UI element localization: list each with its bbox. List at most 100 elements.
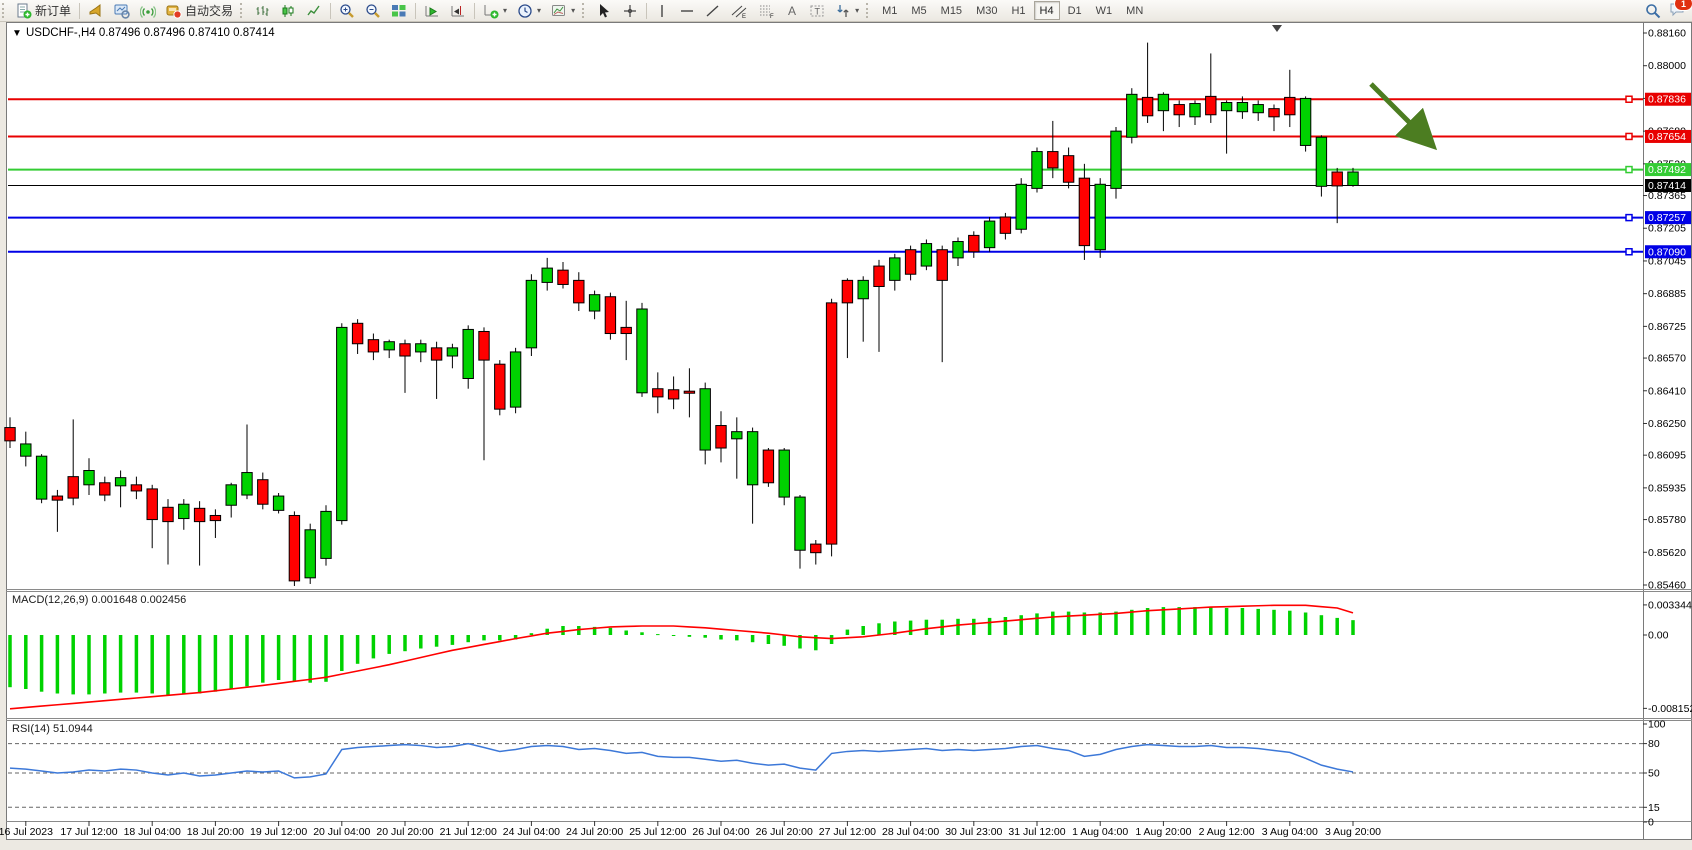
templates-button[interactable]: ▾ [546,0,580,21]
macd-histogram-bar [103,635,107,694]
candlestick-chart-button[interactable] [275,0,301,21]
tab-timeframe-h1[interactable]: H1 [1011,4,1026,17]
search-icon[interactable] [1645,3,1661,19]
line-handle[interactable] [1625,213,1633,222]
macd-histogram-bar [893,621,897,635]
dropdown-caret-icon: ▾ [571,6,576,15]
toolbar-drag-handle[interactable] [2,3,9,18]
line-handle[interactable] [1625,248,1633,256]
toolbar-drag-handle[interactable] [582,3,589,18]
candle [20,443,32,457]
price-tag [1645,163,1691,177]
price-tick-label: 0.85620 [1648,547,1686,559]
tab-timeframe-h4[interactable]: H4 [1033,1,1060,20]
zoom-out-button[interactable] [360,0,386,21]
arrow-annotation[interactable] [1369,82,1438,151]
market-watch-button[interactable] [109,0,135,21]
candle [620,326,632,335]
tab-timeframe-mn[interactable]: MN [1126,4,1144,17]
fibonacci-button[interactable]: F [753,0,780,21]
cursor-button[interactable] [591,0,617,21]
macd-histogram-bar [1193,607,1197,635]
price-tick-label: 0.87045 [1648,255,1686,267]
candle [1268,108,1280,118]
horizontal-line-button[interactable] [674,0,700,21]
line-handle[interactable] [1625,95,1633,103]
svg-text:F: F [770,14,774,19]
price-tick-label: 0.88160 [1648,28,1686,40]
candle [746,431,759,486]
candle [1236,102,1249,113]
new-order-button[interactable]: 新订单 [11,0,76,21]
auto-scroll-button[interactable] [419,0,445,21]
templates-icon [552,4,566,16]
candle [778,449,790,498]
macd-histogram-bar [1335,617,1339,635]
macd-histogram-bar [276,635,281,680]
vertical-line-button[interactable] [650,0,674,21]
candle [1315,136,1328,187]
price-tag-label: 0.87257 [1648,212,1686,224]
candle [825,302,838,545]
line-chart-button[interactable] [301,0,327,21]
macd-histogram-bar [814,635,818,651]
arrows-button[interactable]: ▾ [830,0,864,21]
candle [667,389,680,400]
trendline-button[interactable] [700,0,726,21]
chart-title: USDCHF-,H4 0.87496 0.87496 0.87410 0.874… [26,27,275,39]
tab-timeframe-w1[interactable]: W1 [1095,4,1113,17]
tab-timeframe-m1[interactable]: M1 [882,4,898,17]
candle [336,326,348,522]
macd-tick-label: -0.008152 [1648,703,1692,715]
crosshair-icon [624,4,637,17]
tab-timeframe-d1[interactable]: D1 [1067,4,1082,17]
main-toolbar: 新订单 自动交易 [0,0,1692,22]
macd-histogram-bar [87,635,91,695]
macd-histogram-bar [829,635,834,644]
news-button[interactable] [83,0,109,21]
market-watch-icon [114,4,130,19]
macd-histogram-bar [908,620,913,635]
zoom-out-icon [366,3,380,18]
indicators-button[interactable]: ▾ [478,0,512,21]
line-handle[interactable] [1625,165,1633,174]
chart-shift-button[interactable] [445,0,471,21]
line-handle[interactable] [1625,132,1633,141]
chart-menu-icon[interactable]: ▼ [12,28,22,39]
rsi-line [9,742,1354,779]
candle [841,279,854,304]
chart-shift-marker[interactable] [1272,25,1282,32]
toolbar-drag-handle[interactable] [240,3,247,18]
svg-text:A: A [788,4,796,18]
crosshair-button[interactable] [617,0,643,21]
macd-histogram-bar [150,635,154,694]
macd-histogram-bar [861,626,865,635]
chart-shift-icon [451,5,465,16]
tile-windows-button[interactable] [386,0,412,21]
bar-chart-button[interactable] [249,0,275,21]
candle [604,296,617,335]
toolbar-drag-handle[interactable] [866,3,873,18]
zoom-in-button[interactable] [334,0,360,21]
macd-histogram-bar [355,635,360,664]
text-label-button[interactable]: T [804,0,830,21]
notifications-button[interactable]: 1 [1669,0,1692,20]
time-label: 18 Jul 20:00 [187,826,244,838]
text-button[interactable]: A [780,0,804,21]
candle [983,220,996,249]
candle [509,351,522,408]
periods-button[interactable]: ▾ [512,0,546,21]
text-icon: A [788,4,796,18]
tab-timeframe-m15[interactable]: M15 [940,4,963,17]
price-tick-label: 0.86095 [1648,450,1686,462]
tab-timeframe-m5[interactable]: M5 [911,4,927,17]
tab-timeframe-m30[interactable]: M30 [976,4,998,17]
candle [225,484,237,506]
macd-histogram-bar [1256,608,1260,635]
macd-histogram-bar [419,635,423,649]
auto-trading-button[interactable]: 自动交易 [161,0,238,21]
candle [1078,177,1091,247]
channel-button[interactable]: E [726,0,753,21]
signal-button[interactable] [135,0,161,21]
